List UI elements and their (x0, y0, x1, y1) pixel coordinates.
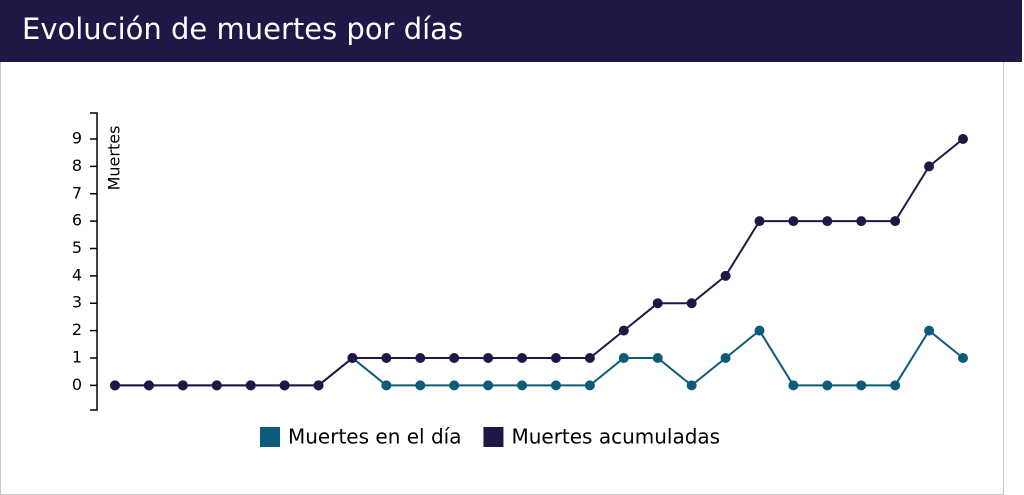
point (550, 352, 561, 363)
point (686, 298, 697, 309)
y-tick-label: 5 (72, 238, 82, 257)
point (177, 380, 188, 391)
point (313, 380, 324, 391)
point (415, 352, 426, 363)
point (652, 298, 663, 309)
point (856, 216, 867, 227)
y-tick-label: 0 (72, 375, 82, 394)
point (958, 352, 968, 363)
y-tick-label: 8 (72, 156, 82, 175)
point (618, 325, 629, 336)
point (110, 380, 120, 391)
line (115, 138, 964, 387)
point (822, 216, 833, 227)
y-tick-label: 2 (72, 320, 82, 339)
point (720, 352, 731, 363)
header (0, 0, 1022, 62)
y-tick-label: 4 (72, 265, 82, 284)
point (618, 352, 629, 363)
point (754, 216, 765, 227)
y-tick-label: 1 (72, 347, 82, 366)
point (958, 134, 968, 145)
point (550, 380, 561, 391)
point (381, 380, 392, 391)
point (449, 380, 460, 391)
point (822, 380, 833, 391)
point (211, 380, 222, 391)
point (924, 161, 935, 172)
y-tick-label: 3 (72, 293, 82, 312)
legend-swatch (483, 427, 504, 447)
point (143, 380, 154, 391)
point (720, 270, 731, 281)
point (924, 325, 935, 336)
point (483, 380, 494, 391)
point (788, 380, 799, 391)
point (652, 352, 663, 363)
point (449, 352, 460, 363)
point (517, 380, 528, 391)
y-tick-label: 6 (72, 211, 82, 230)
point (890, 380, 901, 391)
y-tick-label: 9 (72, 129, 82, 148)
chart-title: Evolución de muertes por días (22, 12, 463, 46)
y-tick-label: 7 (72, 183, 82, 202)
point (754, 325, 765, 336)
point (890, 216, 901, 227)
point (788, 216, 799, 227)
point (584, 352, 595, 363)
point (245, 380, 256, 391)
point (584, 380, 595, 391)
y-axis-label: Muertes (105, 126, 124, 191)
legend-label: Muertes en el día (288, 425, 461, 449)
legend-swatch (260, 427, 280, 447)
y-axis (90, 112, 98, 411)
point (279, 380, 290, 391)
point (856, 380, 867, 391)
point (381, 352, 392, 363)
point (517, 352, 528, 363)
point (347, 352, 358, 363)
point (483, 352, 494, 363)
legend-label: Muertes acumuladas (511, 425, 720, 449)
point (415, 380, 426, 391)
point (686, 380, 697, 391)
